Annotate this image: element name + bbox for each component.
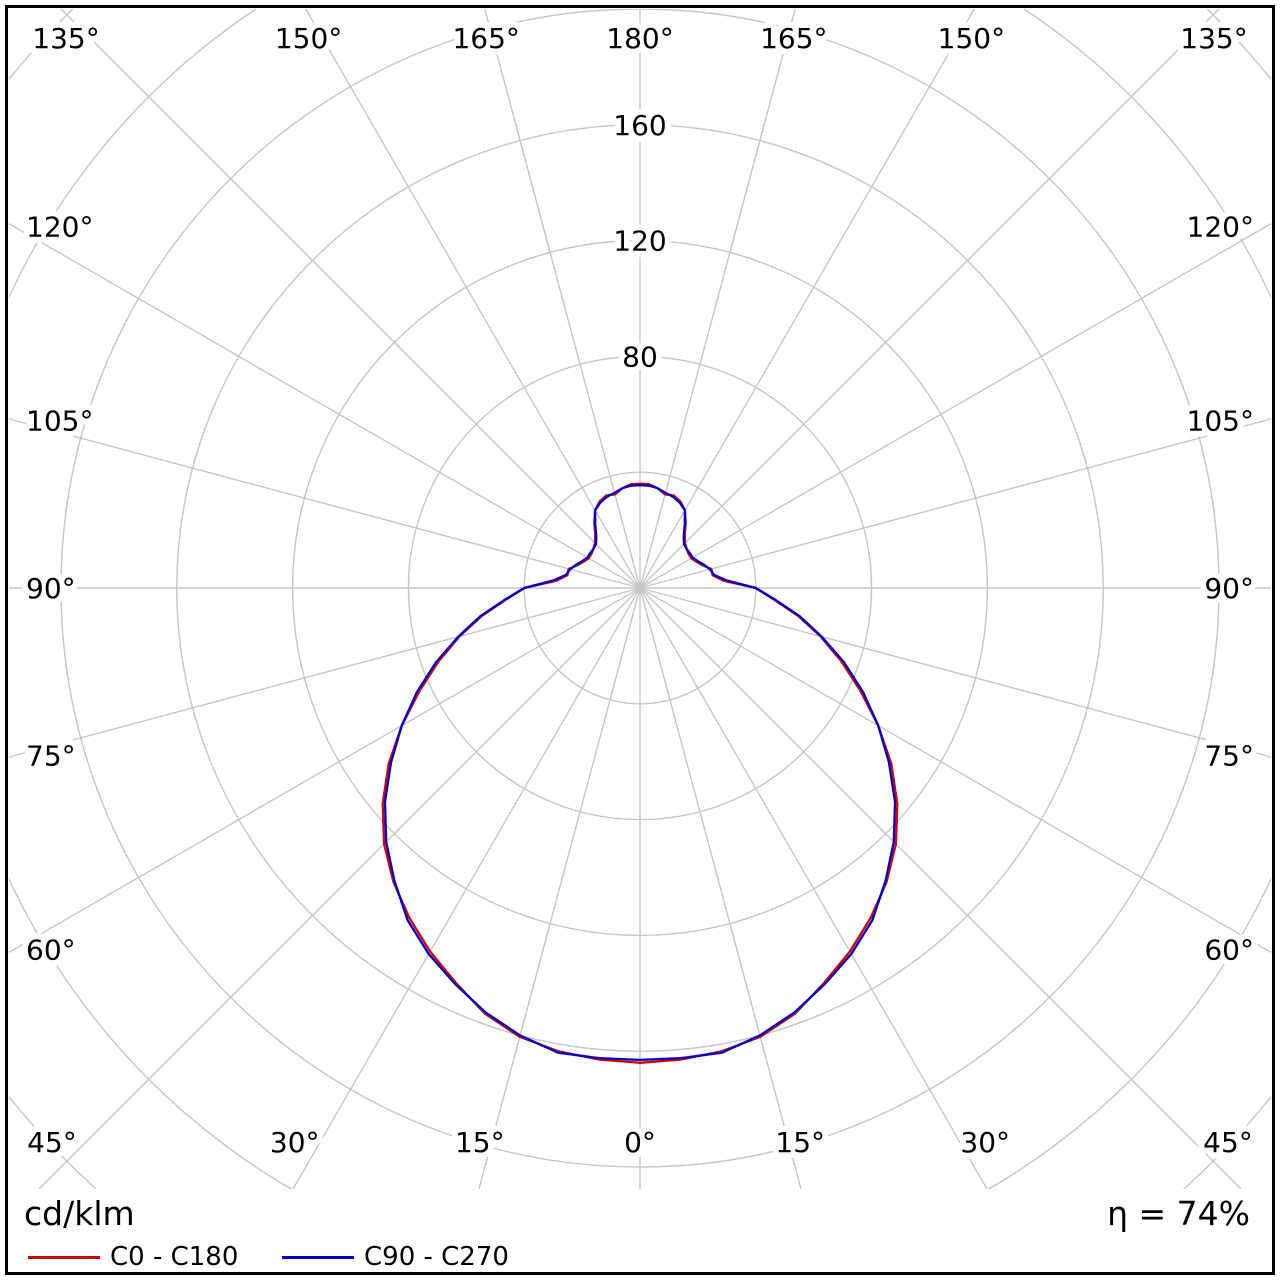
angle-label: 75° [1204, 740, 1254, 773]
grid-radial-line [478, 587, 641, 1189]
angle-label: 135° [1180, 22, 1247, 55]
angle-label: 105° [26, 404, 93, 437]
grid-radial-line [639, 222, 1271, 589]
angle-labels: 0° 15° 15° 30° 30° 45° 45° 60° 60° 75° 75° 90° 90° 10… [20, 16, 1260, 1165]
angle-label: 165° [760, 22, 827, 55]
angle-label: 30° [270, 1126, 320, 1159]
grid-radial-line [639, 587, 802, 1189]
legend-label-c0-c180: C0 - C180 [110, 1242, 239, 1272]
angle-label: 165° [452, 22, 519, 55]
units-label: cd/klm [24, 1194, 135, 1233]
chart-frame-border [5, 5, 1275, 1275]
legend-label-c90-c270: C90 - C270 [364, 1242, 509, 1272]
angle-label: 105° [1187, 404, 1254, 437]
angle-label: 30° [960, 1126, 1010, 1159]
curve-c90-c270 [383, 484, 897, 1062]
grid-radial-line [304, 9, 641, 589]
angle-label: 150° [938, 22, 1005, 55]
legend-item-c90-c270: C90 - C270 [282, 1240, 509, 1274]
radial-tick-labels: 80 120 160 [607, 103, 672, 380]
grid-radial-line [9, 587, 641, 758]
grid-radial-line [60, 9, 641, 589]
grid-radial-line [9, 222, 641, 589]
angle-label: 150° [275, 22, 342, 55]
grid-radial-line [639, 9, 1220, 589]
radial-tick-label: 120 [613, 225, 666, 258]
grid-radial-line [292, 587, 641, 1189]
radial-tick-label: 160 [613, 109, 666, 142]
grid-radial-line [639, 587, 1271, 758]
grid-radial-line [484, 9, 641, 589]
angle-label: 75° [26, 740, 76, 773]
grid-radial-line [639, 9, 976, 589]
chart-legend: C0 - C180 C90 - C270 [0, 1240, 1280, 1274]
grid-radial-line [639, 587, 988, 1189]
angle-label: 0° [624, 1126, 656, 1159]
angle-label: 60° [1204, 933, 1254, 966]
legend-line-c0-c180-icon [28, 1255, 100, 1259]
angle-label: 45° [27, 1126, 77, 1159]
grid-radial-line [639, 587, 1242, 1189]
angle-label: 180° [606, 22, 673, 55]
grid-radial-line [38, 587, 641, 1189]
legend-item-c0-c180: C0 - C180 [28, 1240, 238, 1274]
efficiency-value: η = 74% [1107, 1194, 1250, 1233]
angle-label: 90° [1204, 572, 1254, 605]
radial-tick-label: 80 [622, 340, 658, 373]
grid-radial-line [9, 418, 641, 589]
grid-radial-line [639, 418, 1271, 589]
grid-radial-line [639, 587, 1271, 954]
grid-radial-line [9, 587, 641, 954]
angle-label: 120° [26, 211, 93, 244]
angle-label: 90° [26, 572, 76, 605]
angle-label: 60° [26, 933, 76, 966]
grid-radial-line [639, 9, 796, 589]
angle-label: 45° [1203, 1126, 1253, 1159]
angle-label: 15° [775, 1126, 825, 1159]
angle-label: 120° [1187, 211, 1254, 244]
angle-label: 15° [455, 1126, 505, 1159]
angle-label: 135° [32, 22, 99, 55]
legend-line-c90-c270-icon [282, 1255, 354, 1259]
